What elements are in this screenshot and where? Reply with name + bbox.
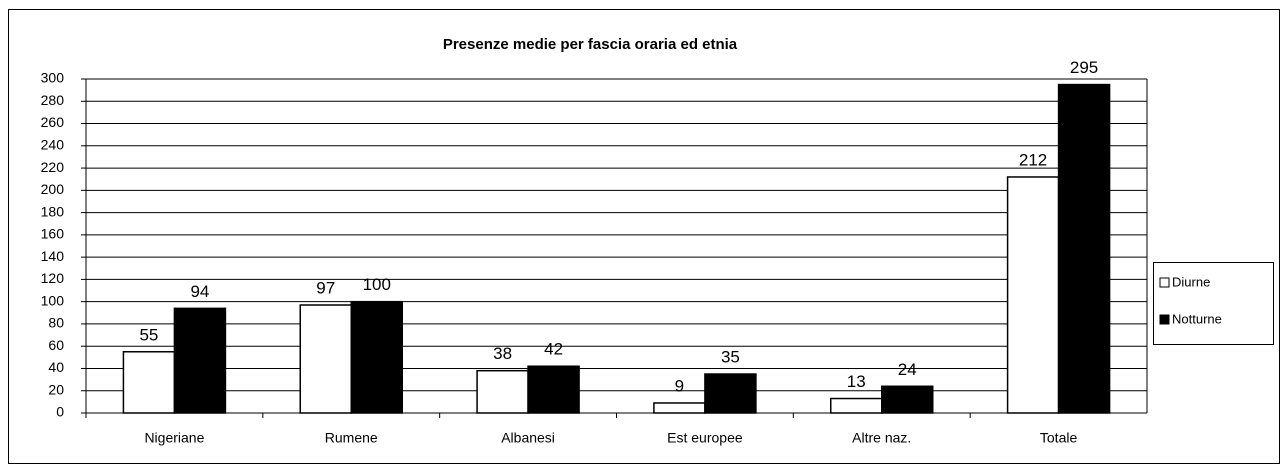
x-tick-label: Albanesi	[501, 430, 555, 446]
bar	[350, 300, 403, 414]
value-label: 55	[139, 325, 158, 344]
y-tick-label: 300	[41, 70, 65, 86]
y-tick-label: 120	[41, 270, 65, 286]
value-label: 24	[898, 360, 917, 379]
bar	[122, 351, 176, 414]
chart-title: Presenze medie per fascia oraria ed etni…	[443, 36, 738, 53]
bar	[1057, 83, 1111, 414]
y-tick-label: 20	[48, 381, 64, 397]
y-tick-label: 220	[41, 159, 65, 175]
bar	[173, 307, 227, 414]
bar	[527, 365, 580, 414]
y-tick-label: 260	[41, 114, 65, 130]
value-label: 38	[493, 344, 512, 363]
value-label: 295	[1070, 58, 1098, 77]
y-tick-label: 40	[48, 359, 64, 375]
y-tick-label: 200	[41, 181, 65, 197]
value-label: 94	[190, 282, 209, 301]
x-tick-label: Totale	[1040, 430, 1078, 446]
legend-swatch	[1159, 277, 1170, 288]
y-tick-label: 240	[41, 137, 65, 153]
bar	[299, 304, 352, 414]
bar	[881, 385, 934, 414]
y-tick-label: 160	[41, 226, 65, 242]
y-tick-label: 100	[41, 292, 65, 308]
bar	[653, 402, 706, 414]
value-label: 97	[316, 278, 335, 297]
value-label: 212	[1019, 150, 1047, 169]
y-tick-label: 180	[41, 203, 65, 219]
value-label: 42	[544, 340, 563, 359]
y-tick-label: 140	[41, 248, 65, 264]
legend-label: Notturne	[1172, 311, 1222, 326]
bar	[476, 369, 529, 414]
value-label: 13	[847, 372, 866, 391]
value-label: 35	[721, 348, 740, 367]
value-label: 100	[363, 275, 391, 294]
y-tick-label: 80	[48, 315, 64, 331]
legend-box	[1153, 262, 1274, 345]
x-tick-label: Nigeriane	[144, 430, 204, 446]
y-tick-label: 0	[56, 404, 64, 420]
bar	[704, 373, 757, 414]
x-tick-label: Est europee	[667, 430, 743, 446]
legend-swatch	[1159, 314, 1170, 325]
x-tick-label: Altre naz.	[852, 430, 911, 446]
y-tick-label: 60	[48, 337, 64, 353]
bar	[830, 397, 883, 414]
y-tick-label: 280	[41, 92, 65, 108]
legend-label: Diurne	[1172, 274, 1210, 289]
value-label: 9	[675, 376, 684, 395]
bar	[1006, 176, 1060, 414]
x-tick-label: Rumene	[325, 430, 378, 446]
